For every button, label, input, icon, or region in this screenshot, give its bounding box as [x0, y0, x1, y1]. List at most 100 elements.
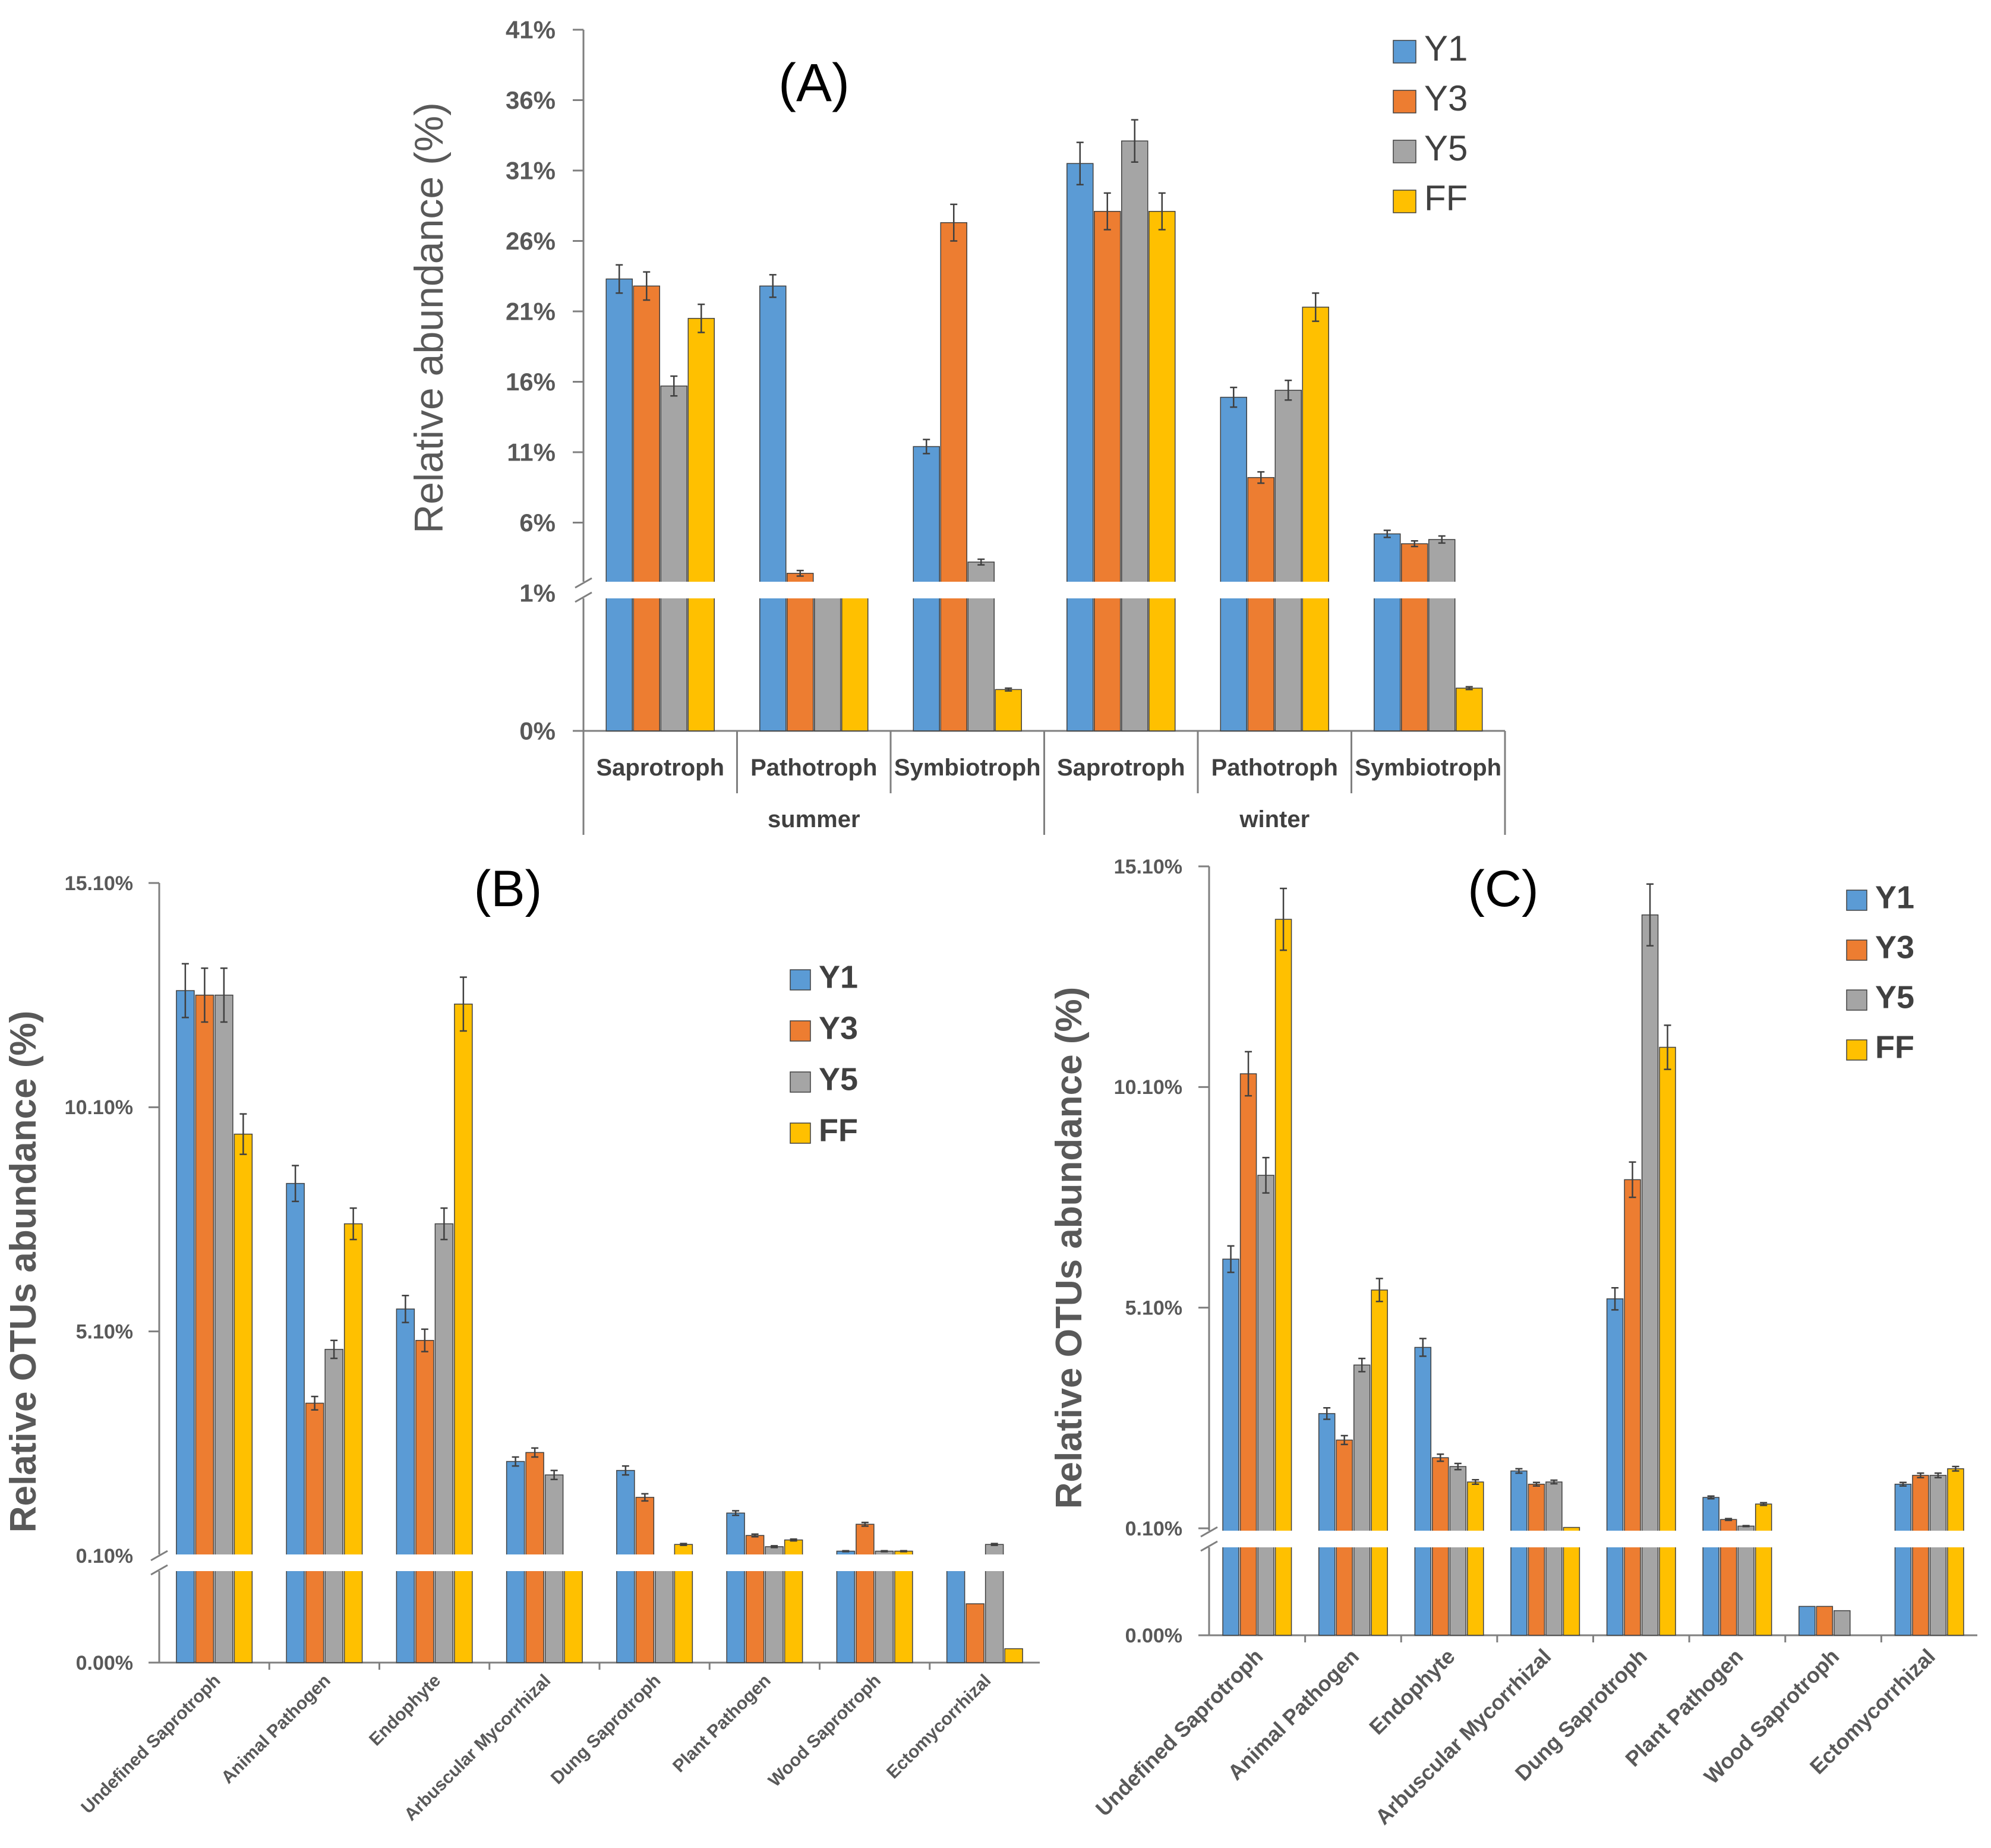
- bar-ff: [1302, 307, 1329, 731]
- bar-y5: [324, 1349, 343, 1663]
- bar-y3: [635, 1497, 655, 1663]
- y-tick-label: 41%: [506, 16, 556, 44]
- error-bar: [1725, 1518, 1733, 1521]
- axis-break-gap: [147, 1554, 1052, 1571]
- category-label: Symbiotroph: [1355, 755, 1501, 781]
- bar-y3: [1239, 1073, 1257, 1636]
- bar-y3: [305, 1402, 324, 1663]
- error-bar: [643, 271, 651, 301]
- error-bar: [1131, 119, 1138, 163]
- bar-y5: [1834, 1610, 1851, 1636]
- legend-label-ff: FF: [1875, 1030, 1914, 1065]
- legend-label-ff: FF: [1424, 178, 1468, 218]
- error-bar: [1515, 1468, 1523, 1474]
- legend-swatch-ff: [790, 1122, 811, 1144]
- bar-y5: [434, 1223, 454, 1663]
- error-bar: [1375, 1278, 1383, 1303]
- legend-swatch-ff: [1393, 190, 1416, 213]
- error-bar: [1280, 887, 1288, 951]
- error-bar: [616, 264, 623, 294]
- error-bar: [349, 1207, 357, 1241]
- bar-ff: [234, 1133, 253, 1663]
- panel-title: (C): [1468, 860, 1538, 917]
- bar-y5: [1121, 140, 1148, 731]
- error-bar: [220, 967, 228, 1023]
- category-label: Symbiotroph: [894, 755, 1041, 781]
- error-bar: [842, 1550, 850, 1553]
- bar-ff: [454, 1004, 473, 1663]
- bar-y3: [633, 285, 660, 731]
- y-tick-label: 0.00%: [76, 1652, 133, 1674]
- bar-ff: [1947, 1468, 1964, 1636]
- error-bar: [1611, 1287, 1619, 1311]
- bar-y1: [176, 990, 195, 1663]
- axis-break-mark: [575, 577, 592, 603]
- error-bar: [771, 1545, 778, 1549]
- bar-ff: [1467, 1481, 1484, 1636]
- y-tick-label: 15.10%: [1114, 856, 1182, 878]
- error-bar: [1437, 1453, 1444, 1462]
- y-tick-label: 11%: [507, 439, 556, 466]
- y-tick-label: 10.10%: [65, 1096, 133, 1119]
- bar-ff: [687, 318, 715, 731]
- bar-y3: [1816, 1606, 1834, 1636]
- error-bar: [670, 375, 678, 397]
- bar-y1: [1510, 1470, 1528, 1636]
- bar-y3: [1247, 477, 1274, 731]
- error-bar: [1934, 1472, 1942, 1478]
- bar-y3: [1624, 1179, 1641, 1636]
- error-bar: [751, 1533, 759, 1538]
- bar-y1: [286, 1182, 305, 1663]
- bar-y5: [814, 585, 841, 731]
- legend-label-y5: Y5: [1875, 980, 1914, 1016]
- error-bar: [1472, 1479, 1479, 1485]
- legend-label-ff: FF: [819, 1113, 858, 1149]
- legend-label-y3: Y3: [1875, 930, 1914, 966]
- error-bar: [1076, 141, 1084, 185]
- y-tick-label: 0.10%: [1125, 1518, 1182, 1540]
- y-axis-label: Relative abundance (%): [406, 102, 452, 534]
- error-bar: [641, 1493, 649, 1502]
- bar-ff: [1755, 1503, 1772, 1636]
- legend-label-y1: Y1: [1424, 29, 1468, 68]
- y-tick-label: 15.10%: [65, 872, 133, 895]
- axis-break-mark: [1200, 1526, 1218, 1552]
- error-bar: [239, 1113, 247, 1155]
- y-tick-label: 5.10%: [1125, 1297, 1182, 1320]
- error-bar: [1340, 1434, 1348, 1446]
- error-bar: [1419, 1338, 1427, 1357]
- y-tick-label: 21%: [506, 298, 556, 326]
- bar-ff: [564, 1555, 583, 1663]
- error-bar: [1158, 192, 1166, 231]
- bar-ff: [841, 589, 869, 731]
- bar-y5: [1428, 539, 1456, 731]
- bar-y1: [1220, 396, 1247, 731]
- error-bar: [1103, 192, 1111, 231]
- bar-y1: [946, 1555, 965, 1663]
- error-bar: [1952, 1465, 1960, 1472]
- error-bar: [977, 558, 985, 566]
- legend-swatch-y5: [790, 1071, 811, 1093]
- error-bar: [311, 1395, 318, 1411]
- error-bar: [1438, 535, 1446, 544]
- bar-y1: [1798, 1606, 1816, 1636]
- legend-label-y5: Y5: [1424, 128, 1468, 168]
- legend-swatch-ff: [1846, 1039, 1867, 1061]
- error-bar: [881, 1550, 888, 1553]
- legend-swatch-y1: [1393, 40, 1416, 64]
- error-bar: [790, 1538, 797, 1542]
- group-label: winter: [1239, 806, 1310, 832]
- error-bar: [900, 1550, 907, 1553]
- y-tick-label: 36%: [506, 86, 556, 114]
- category-label: Saprotroph: [1057, 755, 1185, 781]
- bar-y5: [1641, 914, 1659, 1636]
- y-axis-label: Relative OTUs abundance (%): [1049, 987, 1090, 1509]
- bar-y3: [1094, 210, 1121, 731]
- error-bar: [512, 1456, 519, 1467]
- bar-y3: [856, 1524, 875, 1663]
- error-bar: [680, 1543, 687, 1546]
- y-tick-label: 10.10%: [1114, 1076, 1182, 1099]
- error-bar: [330, 1339, 338, 1360]
- bar-y5: [1353, 1364, 1371, 1636]
